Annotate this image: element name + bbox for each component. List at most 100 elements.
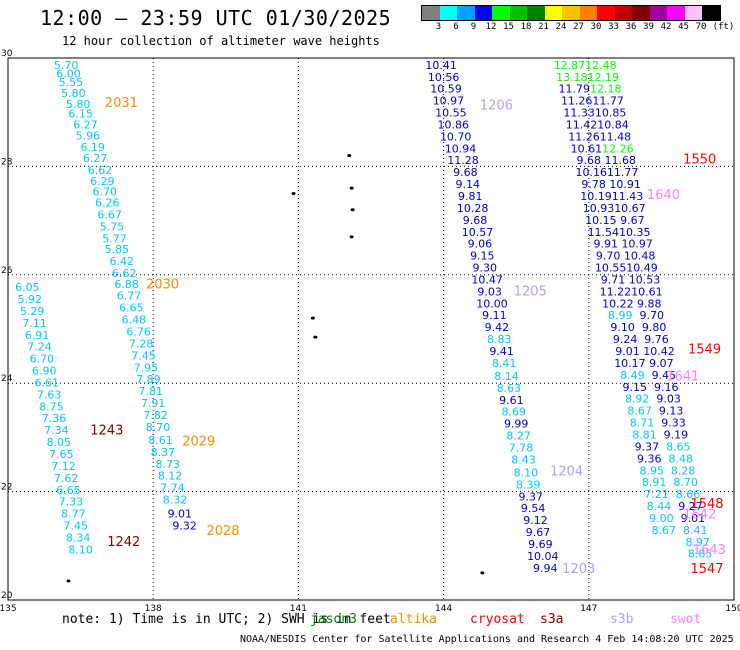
legend-unit: (ft) — [712, 22, 735, 32]
wave-height-value: 11.22 — [600, 285, 632, 298]
wave-height-value: 6.19 — [80, 141, 105, 154]
legend-label: 15 — [503, 22, 514, 32]
wave-height-value: 10.57 — [462, 226, 494, 239]
wave-height-value: 13.18 — [556, 71, 588, 84]
wave-height-value: 8.10 — [514, 466, 539, 479]
wave-height-value: 12.26 — [602, 142, 634, 155]
wave-height-value: 8.49 — [620, 369, 645, 382]
wave-height-value: 10.53 — [629, 273, 661, 286]
pass-number-label: 1204 — [550, 464, 583, 479]
wave-height-value: 10.94 — [445, 142, 477, 155]
legend-swatch — [492, 6, 510, 20]
wave-height-value: 10.00 — [476, 297, 508, 310]
wave-height-value: 6.29 — [90, 175, 115, 188]
wave-height-value: 8.85 — [688, 548, 713, 561]
x-tick-label: 138 — [145, 604, 162, 614]
wave-height-value: 9.19 — [664, 428, 689, 441]
wave-height-value: 9.91 — [593, 238, 618, 251]
wave-height-value: 5.70 — [54, 59, 79, 72]
wave-height-value: 9.11 — [482, 309, 507, 322]
wave-height-value: 9.07 — [649, 357, 674, 370]
wave-height-value: 9.15 — [623, 381, 648, 394]
color-scale-labels: 3 6 9 12 15 18 21 24 27 30 33 36 39 42 45 70 (ft) — [421, 22, 740, 34]
wave-height-value: 11.26 — [561, 95, 593, 108]
wave-height-value: 7.28 — [129, 337, 154, 350]
wave-height-value: 11.77 — [592, 95, 624, 108]
wave-height-value: 9.42 — [485, 321, 510, 334]
wave-height-value: 9.01 — [681, 512, 706, 525]
wave-height-value: 7.65 — [49, 448, 74, 461]
x-tick-label: 150 — [725, 604, 740, 614]
wave-height-value: 10.55 — [595, 262, 627, 275]
legend-label: 39 — [643, 22, 654, 32]
pass-number-label: 1640 — [647, 188, 680, 203]
wave-height-value: 9.37 — [518, 490, 543, 503]
island-speck — [310, 316, 315, 320]
wave-height-value: 8.32 — [163, 494, 188, 507]
wave-height-value: 7.81 — [139, 385, 164, 398]
legend-swatch — [474, 6, 492, 20]
wave-height-value: 8.77 — [61, 508, 86, 521]
wave-height-value: 8.41 — [683, 524, 708, 537]
wave-height-value: 10.91 — [609, 178, 641, 191]
wave-height-value: 9.10 — [610, 321, 635, 334]
wave-height-value: 6.91 — [25, 329, 50, 342]
wave-height-value: 9.81 — [458, 190, 483, 203]
pass-number-label: 2030 — [146, 277, 179, 292]
wave-height-value: 5.80 — [66, 98, 91, 111]
wave-height-value: 9.67 — [620, 214, 645, 227]
island-speck — [350, 208, 355, 212]
wave-height-value: 8.67 — [627, 405, 652, 418]
wave-height-value: 12.48 — [585, 59, 617, 72]
legend-label: 30 — [590, 22, 602, 32]
legend-swatch — [649, 6, 667, 20]
wave-height-value: 11.54 — [588, 226, 620, 239]
wave-height-value: 10.41 — [425, 59, 457, 72]
pass-number-label: 1549 — [688, 342, 721, 357]
wave-height-value: 9.01 — [168, 508, 193, 521]
wave-height-value: 6.62 — [88, 164, 113, 177]
wave-height-value: 9.61 — [499, 394, 524, 407]
wave-height-value: 7.63 — [37, 388, 62, 401]
wave-height-value: 7.45 — [64, 520, 89, 533]
wave-height-value: 10.35 — [619, 226, 651, 239]
legend-label: 36 — [625, 22, 637, 32]
wave-height-value: 12.19 — [588, 71, 620, 84]
island-speck — [480, 571, 485, 575]
wave-height-value: 10.15 — [585, 214, 617, 227]
wave-height-value: 7.34 — [44, 424, 69, 437]
island-speck — [291, 192, 296, 195]
wave-height-value: 9.37 — [635, 440, 660, 453]
wave-height-value: 10.86 — [438, 118, 470, 131]
y-tick-label: 26 — [1, 266, 13, 276]
pass-number-label: 2029 — [182, 435, 215, 450]
wave-height-value: 8.91 — [642, 476, 667, 489]
y-tick-label: 30 — [1, 49, 13, 59]
pass-number-label: 1242 — [107, 535, 140, 550]
legend-label: 12 — [485, 22, 497, 32]
wave-height-value: 10.22 — [602, 297, 634, 310]
wave-height-value: 9.70 — [596, 250, 621, 263]
wave-height-value: 9.24 — [613, 333, 638, 346]
dataset-altika: altika — [390, 612, 437, 627]
wave-height-value: 7.82 — [143, 409, 168, 422]
wave-height-value: 9.54 — [521, 502, 546, 515]
wave-height-value: 7.36 — [42, 412, 67, 425]
wave-height-value: 9.41 — [489, 345, 514, 358]
dataset-cryosat: cryosat — [470, 612, 525, 627]
wave-height-value: 8.83 — [487, 333, 512, 346]
wave-height-value: 10.47 — [471, 273, 503, 286]
wave-height-value: 9.30 — [472, 262, 497, 275]
legend-label: 3 — [435, 22, 442, 32]
legend-swatch — [667, 6, 685, 20]
wave-height-value: 9.33 — [661, 417, 686, 430]
wave-height-value: 6.70 — [30, 353, 55, 366]
y-tick-label: 20 — [1, 591, 13, 601]
wave-height-value: 10.42 — [643, 345, 675, 358]
wave-height-value: 11.77 — [607, 166, 639, 179]
wave-height-value: 9.76 — [644, 333, 669, 346]
pass-number-label: 1550 — [683, 153, 716, 168]
wave-height-value: 9.36 — [637, 452, 662, 465]
wave-height-value: 9.03 — [656, 393, 681, 406]
legend-label: 33 — [608, 22, 619, 32]
